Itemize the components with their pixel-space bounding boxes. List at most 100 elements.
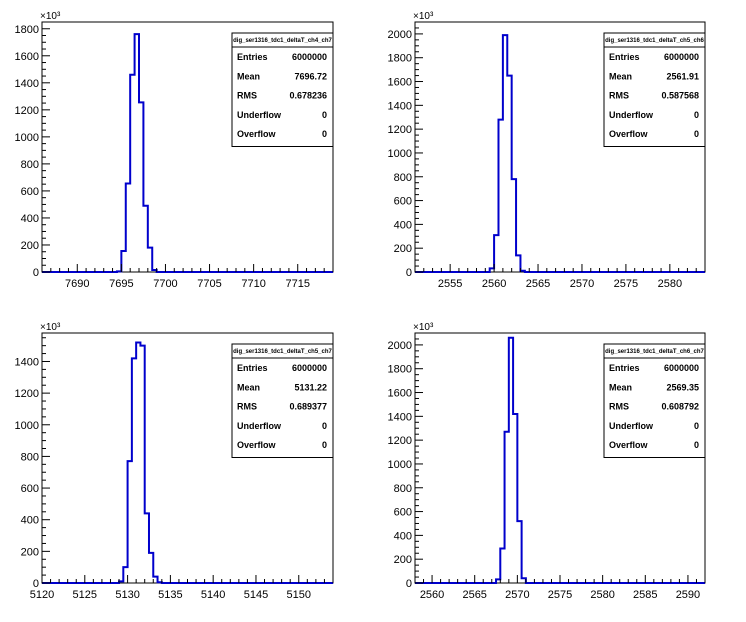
- x-tick-label: 2580: [658, 278, 682, 290]
- y-exponent-label: ×10³: [413, 322, 434, 333]
- x-tick-label: 7710: [241, 278, 265, 290]
- stats-label: Entries: [609, 52, 640, 62]
- y-exponent-label: ×10³: [40, 11, 61, 22]
- y-tick-label: 800: [394, 172, 412, 184]
- y-tick-label: 1600: [388, 388, 412, 400]
- y-tick-label: 1800: [388, 364, 412, 376]
- histogram-title: dig_ser1316_tdc1_deltaT_ch5_ch7: [233, 349, 332, 355]
- stats-label: Overflow: [237, 129, 277, 139]
- histogram-bin: [136, 342, 140, 583]
- y-tick-label: 200: [21, 240, 39, 252]
- stats-value: 6000000: [664, 52, 699, 62]
- x-tick-label: 2590: [676, 589, 700, 601]
- stats-value: 0: [694, 421, 699, 431]
- y-tick-label: 600: [394, 196, 412, 208]
- histogram-series: [415, 336, 705, 584]
- histogram-series: [42, 33, 333, 273]
- stats-label: Mean: [237, 382, 260, 392]
- stats-label: Overflow: [609, 129, 649, 139]
- y-tick-label: 2000: [388, 29, 412, 41]
- stats-value: 5131.22: [294, 382, 327, 392]
- stats-value: 0.587568: [661, 91, 699, 101]
- stats-box: [231, 343, 334, 458]
- y-tick-label: 1400: [15, 78, 39, 90]
- histogram-panel: 0 200 400 600 800 1000 1200 1400 1600 1800 2000 256…: [388, 322, 706, 601]
- stats-value: 7696.72: [294, 71, 327, 81]
- y-tick-label: 2000: [388, 340, 412, 352]
- y-tick-label: 800: [21, 451, 39, 463]
- stats-value: 6000000: [292, 363, 327, 373]
- y-tick-label: 0: [33, 267, 39, 279]
- stats-value: 0.608792: [661, 402, 699, 412]
- x-tick-label: 5120: [30, 589, 54, 601]
- stats-value: 6000000: [292, 52, 327, 62]
- stats-label: RMS: [237, 91, 257, 101]
- histogram-series: [42, 341, 333, 584]
- y-tick-label: 400: [21, 515, 39, 527]
- y-tick-label: 200: [394, 243, 412, 255]
- x-tick-label: 5125: [73, 589, 97, 601]
- stats-value: 2569.35: [666, 382, 699, 392]
- stats-label: Mean: [609, 71, 632, 81]
- x-tick-label: 2565: [462, 589, 486, 601]
- y-tick-label: 1200: [15, 105, 39, 117]
- stats-label: Underflow: [237, 421, 282, 431]
- stats-box: [603, 32, 706, 147]
- x-tick-label: 7715: [285, 278, 309, 290]
- stats-label: RMS: [237, 402, 257, 412]
- stats-value: 0: [322, 440, 327, 450]
- x-tick-label: 2575: [614, 278, 638, 290]
- x-tick-label: 7695: [109, 278, 133, 290]
- y-tick-label: 200: [21, 546, 39, 558]
- y-tick-label: 1400: [388, 411, 412, 423]
- y-exponent-label: ×10³: [40, 322, 61, 333]
- x-tick-label: 7700: [153, 278, 177, 290]
- stats-value: 0: [322, 129, 327, 139]
- stats-label: RMS: [609, 402, 629, 412]
- y-tick-label: 600: [21, 483, 39, 495]
- y-tick-label: 1400: [388, 100, 412, 112]
- stats-box: [231, 32, 334, 147]
- y-tick-label: 200: [394, 554, 412, 566]
- y-tick-label: 0: [406, 578, 412, 590]
- y-tick-label: 1800: [15, 24, 39, 36]
- histogram-title: dig_ser1316_tdc1_deltaT_ch4_ch7: [233, 38, 332, 44]
- stats-value: 0: [694, 440, 699, 450]
- y-exponent-label: ×10³: [413, 11, 434, 22]
- y-tick-label: 1200: [388, 124, 412, 136]
- y-tick-label: 400: [21, 213, 39, 225]
- histogram-title: dig_ser1316_tdc1_deltaT_ch6_ch7: [605, 349, 704, 355]
- y-tick-label: 1000: [388, 148, 412, 160]
- y-tick-label: 400: [394, 219, 412, 231]
- histogram-panel: 0 200 400 600 800 1000 1200 1400 1600 1800 2000 255…: [388, 11, 706, 290]
- stats-label: Underflow: [237, 110, 282, 120]
- y-tick-label: 1000: [15, 132, 39, 144]
- stats-label: Underflow: [609, 110, 654, 120]
- y-tick-label: 1600: [15, 51, 39, 63]
- x-tick-label: 5145: [244, 589, 268, 601]
- x-tick-label: 2565: [526, 278, 550, 290]
- y-tick-label: 800: [21, 159, 39, 171]
- y-tick-label: 600: [21, 186, 39, 198]
- stats-box: [603, 343, 706, 458]
- x-tick-label: 2560: [482, 278, 506, 290]
- stats-label: Entries: [237, 52, 268, 62]
- stats-label: Mean: [237, 71, 260, 81]
- x-tick-label: 7705: [197, 278, 221, 290]
- y-tick-label: 1200: [388, 435, 412, 447]
- y-tick-label: 1200: [15, 388, 39, 400]
- stats-value: 0.678236: [289, 91, 327, 101]
- stats-value: 0: [322, 421, 327, 431]
- y-tick-label: 800: [394, 483, 412, 495]
- stats-label: Overflow: [609, 440, 649, 450]
- stats-label: Mean: [609, 382, 632, 392]
- histogram-title: dig_ser1316_tdc1_deltaT_ch5_ch6: [605, 38, 704, 44]
- y-tick-label: 0: [33, 578, 39, 590]
- y-tick-label: 1800: [388, 53, 412, 65]
- stats-value: 2561.91: [666, 71, 699, 81]
- stats-value: 0: [694, 110, 699, 120]
- x-tick-label: 2580: [590, 589, 614, 601]
- stats-label: Entries: [237, 363, 268, 373]
- x-tick-label: 2555: [438, 278, 462, 290]
